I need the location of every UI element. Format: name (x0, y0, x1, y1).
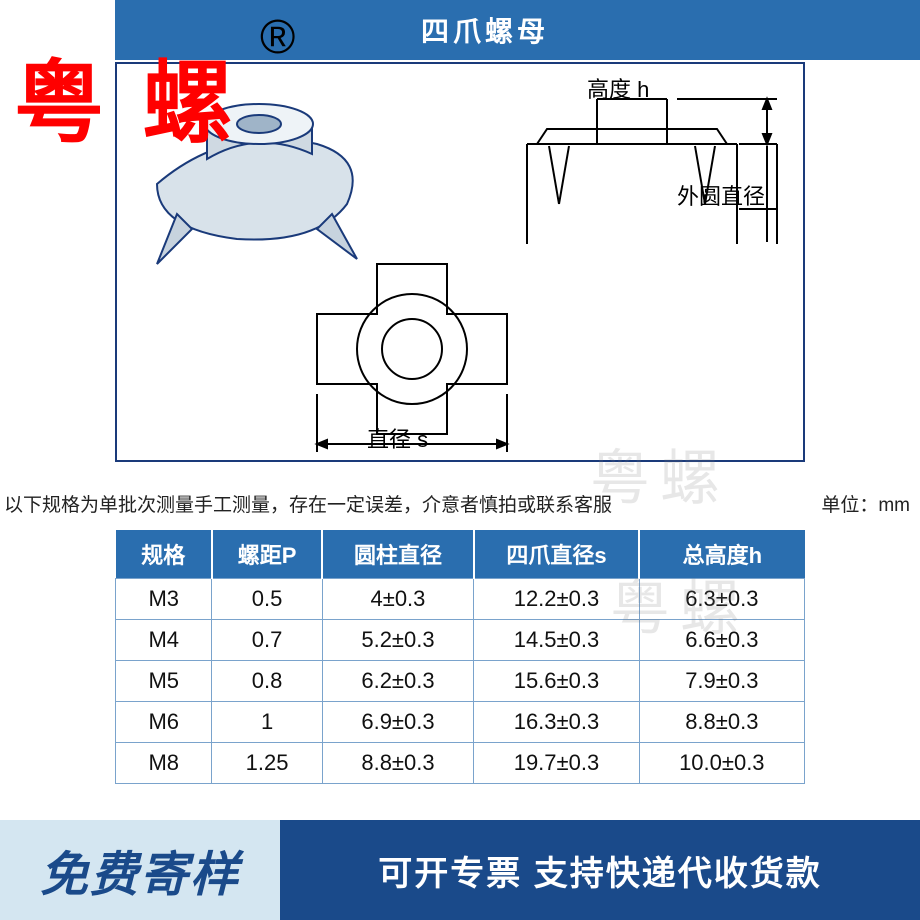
table-cell: 1 (212, 702, 322, 743)
table-row: M81.258.8±0.319.7±0.310.0±0.3 (116, 743, 805, 784)
table-cell: 4±0.3 (322, 579, 474, 620)
table-row: M30.54±0.312.2±0.36.3±0.3 (116, 579, 805, 620)
table-cell: 1.25 (212, 743, 322, 784)
table-cell: 10.0±0.3 (639, 743, 804, 784)
table-cell: M6 (116, 702, 212, 743)
table-cell: 0.5 (212, 579, 322, 620)
diagram-label-diameter: 直径 s (367, 422, 428, 454)
table-cell: 0.7 (212, 620, 322, 661)
table-cell: M3 (116, 579, 212, 620)
table-header-cell: 规格 (116, 530, 212, 579)
table-cell: M4 (116, 620, 212, 661)
footer-banner: 免费寄样 可开专票 支持快递代收货款 (0, 820, 920, 920)
spec-table: 规格螺距P圆柱直径四爪直径s总高度h M30.54±0.312.2±0.36.3… (115, 530, 805, 784)
table-header-cell: 螺距P (212, 530, 322, 579)
table-row: M50.86.2±0.315.6±0.37.9±0.3 (116, 661, 805, 702)
table-cell: M8 (116, 743, 212, 784)
table-cell: 12.2±0.3 (474, 579, 639, 620)
table-header-cell: 圆柱直径 (322, 530, 474, 579)
note-row: 以下规格为单批次测量手工测量，存在一定误差，介意者慎拍或联系客服 单位：mm (4, 490, 910, 517)
diagram-label-outer-diameter: 外圆直径 (677, 179, 765, 211)
table-row: M616.9±0.316.3±0.38.8±0.3 (116, 702, 805, 743)
table-cell: 14.5±0.3 (474, 620, 639, 661)
table-cell: 7.9±0.3 (639, 661, 804, 702)
table-cell: 6.6±0.3 (639, 620, 804, 661)
table-row: M40.75.2±0.314.5±0.36.6±0.3 (116, 620, 805, 661)
table-cell: 16.3±0.3 (474, 702, 639, 743)
footer-services: 可开专票 支持快递代收货款 (280, 820, 920, 920)
table-cell: 8.8±0.3 (322, 743, 474, 784)
table-cell: 6.2±0.3 (322, 661, 474, 702)
table-header-cell: 总高度h (639, 530, 804, 579)
header-spacer-right (635, 0, 920, 60)
table-body: M30.54±0.312.2±0.36.3±0.3M40.75.2±0.314.… (116, 579, 805, 784)
table-header-row: 规格螺距P圆柱直径四爪直径s总高度h (116, 530, 805, 579)
table-cell: 15.6±0.3 (474, 661, 639, 702)
table-cell: 8.8±0.3 (639, 702, 804, 743)
measurement-note: 以下规格为单批次测量手工测量，存在一定误差，介意者慎拍或联系客服 (4, 490, 612, 517)
unit-label: 单位：mm (821, 490, 910, 517)
table-cell: M5 (116, 661, 212, 702)
table-cell: 6.9±0.3 (322, 702, 474, 743)
table-header-cell: 四爪直径s (474, 530, 639, 579)
table-cell: 6.3±0.3 (639, 579, 804, 620)
page-title: 四爪螺母 (335, 0, 635, 60)
diagram-label-height: 高度 h (587, 72, 649, 104)
registered-mark-icon: ® (260, 10, 295, 65)
table-cell: 0.8 (212, 661, 322, 702)
table-cell: 5.2±0.3 (322, 620, 474, 661)
brand-logo-text: 粤 螺 (14, 30, 241, 160)
table-cell: 19.7±0.3 (474, 743, 639, 784)
footer-free-sample: 免费寄样 (0, 820, 280, 920)
